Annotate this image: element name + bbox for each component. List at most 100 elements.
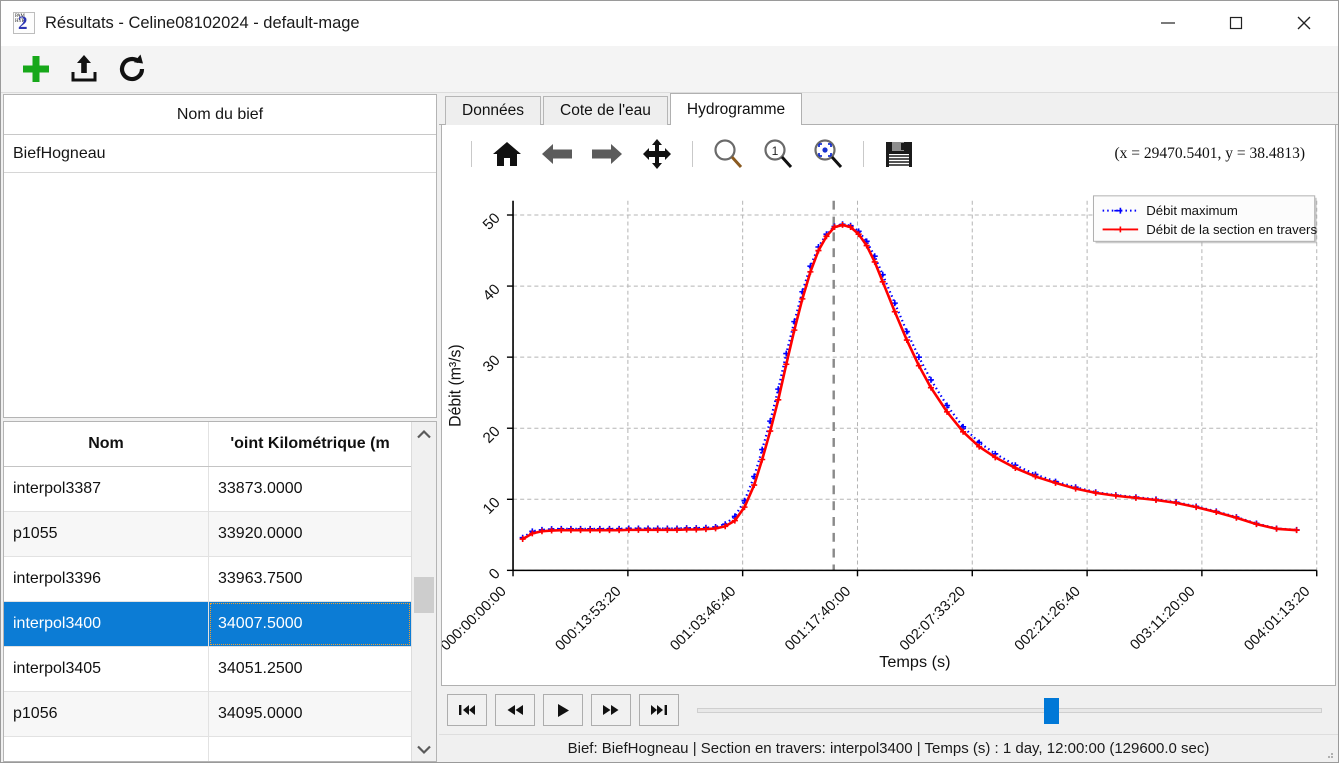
scroll-up-icon[interactable] [412, 422, 436, 447]
arrow-right-icon [592, 144, 622, 164]
tab-cote-de-leau[interactable]: Cote de l'eau [543, 96, 668, 125]
svg-text:10: 10 [480, 494, 504, 518]
time-slider[interactable] [697, 694, 1322, 726]
scrollbar-track[interactable] [412, 447, 436, 736]
svg-text:000:00:00:00: 000:00:00:00 [442, 584, 510, 654]
plot-card: 1 [441, 125, 1336, 686]
svg-text:Temps (s): Temps (s) [879, 653, 950, 671]
bief-table-row[interactable]: BiefHogneau [4, 135, 436, 173]
svg-text:40: 40 [480, 281, 504, 305]
section-table-header-row: Nom 'oint Kilométrique (m [4, 422, 411, 467]
cell-pk: 34007.5000 [209, 602, 411, 646]
forward-button[interactable] [585, 132, 629, 176]
status-text: Bief: BiefHogneau | Section en travers: … [567, 740, 1210, 757]
cell-pk: 33920.0000 [218, 525, 303, 542]
close-button[interactable] [1270, 1, 1338, 46]
svg-text:Débit maximum: Débit maximum [1146, 203, 1238, 218]
status-bar: Bief: BiefHogneau | Section en travers: … [439, 734, 1338, 762]
plot-canvas[interactable]: 0 10 20 30 40 50 000:00:00:00 000:13:53:20 001:0… [442, 183, 1335, 685]
upload-icon [71, 55, 97, 82]
cell-nom: interpol3400 [4, 602, 209, 646]
right-pane: Données Cote de l'eau Hydrogramme [439, 93, 1338, 762]
tab-donnees[interactable]: Données [445, 96, 542, 125]
move-icon [643, 139, 671, 169]
maximize-button[interactable] [1202, 1, 1270, 46]
play-button[interactable] [543, 694, 583, 726]
bief-table-header: Nom du bief [4, 95, 436, 135]
section-table-wrapper: Nom 'oint Kilométrique (m interpol3387 3… [3, 421, 437, 762]
svg-text:000:13:53:20: 000:13:53:20 [552, 584, 624, 654]
cell-nom: interpol3396 [4, 557, 209, 601]
cell-nom: interpol3387 [4, 467, 209, 511]
home-button[interactable] [485, 132, 529, 176]
cell-nom: p1055 [4, 512, 209, 556]
matplotlib-toolbar: 1 [442, 125, 1335, 183]
step-forward-button[interactable] [591, 694, 631, 726]
cell-pk [209, 737, 411, 761]
zoom-fit-button[interactable] [806, 132, 850, 176]
bief-table[interactable]: Nom du bief BiefHogneau [3, 94, 437, 418]
table-row[interactable]: p1056 34095.0000 [4, 692, 411, 737]
cell-pk: 33873.0000 [218, 480, 303, 497]
svg-text:Débit (m³/s): Débit (m³/s) [446, 344, 464, 427]
skip-start-icon [459, 705, 475, 715]
slider-handle[interactable] [1043, 698, 1059, 724]
slider-groove [697, 708, 1322, 713]
svg-text:002:21:26:40: 002:21:26:40 [1012, 584, 1084, 654]
add-button[interactable] [13, 47, 59, 91]
column-header-nom[interactable]: Nom [4, 422, 209, 466]
tab-hydrogramme[interactable]: Hydrogramme [669, 93, 803, 125]
export-button[interactable] [61, 47, 107, 91]
toolbar-separator [863, 141, 864, 167]
home-icon [493, 142, 521, 166]
cell-nom: interpol3405 [4, 647, 209, 691]
cell-pk: 33963.7500 [218, 570, 303, 587]
cell-pk: 34095.0000 [218, 705, 303, 722]
main-body: Nom du bief BiefHogneau Nom 'oint Kilomé… [1, 93, 1338, 762]
left-pane: Nom du bief BiefHogneau Nom 'oint Kilomé… [1, 93, 439, 762]
title-bar: PAM HYR 2 Résultats - Celine08102024 - de… [1, 1, 1338, 46]
pan-button[interactable] [635, 132, 679, 176]
scroll-down-icon[interactable] [412, 736, 436, 761]
svg-text:Débit de la section en travers: Débit de la section en travers [1146, 222, 1317, 237]
table-row[interactable]: interpol3387 33873.0000 [4, 467, 411, 512]
zoom-one-button[interactable]: 1 [756, 132, 800, 176]
svg-text:001:17:40:00: 001:17:40:00 [782, 584, 854, 654]
magnifier-icon [714, 139, 743, 169]
section-table-scrollbar[interactable] [411, 422, 436, 761]
reload-button[interactable] [109, 47, 155, 91]
skip-start-button[interactable] [447, 694, 487, 726]
minimize-button[interactable] [1134, 1, 1202, 46]
scrollbar-thumb[interactable] [414, 577, 434, 613]
svg-text:001:03:46:40: 001:03:46:40 [667, 584, 739, 654]
cell-pk: 34051.2500 [218, 660, 303, 677]
hydrograph-svg: 0 10 20 30 40 50 000:00:00:00 000:13:53:20 001:0… [442, 195, 1318, 671]
section-table[interactable]: Nom 'oint Kilométrique (m interpol3387 3… [4, 422, 411, 761]
magnifier-one-icon: 1 [764, 139, 793, 169]
arrow-left-icon [542, 144, 572, 164]
window-controls [1134, 1, 1338, 46]
cell-nom: p1056 [4, 692, 209, 736]
skip-end-button[interactable] [639, 694, 679, 726]
resize-grip-icon [1328, 753, 1333, 758]
zoom-button[interactable] [706, 132, 750, 176]
column-header-pk[interactable]: 'oint Kilométrique (m [230, 435, 390, 452]
table-row[interactable] [4, 737, 411, 761]
table-row-selected[interactable]: interpol3400 34007.5000 [4, 602, 411, 647]
rewind-icon [507, 705, 523, 715]
fast-forward-icon [603, 705, 619, 715]
save-button[interactable] [877, 132, 921, 176]
table-row[interactable]: interpol3396 33963.7500 [4, 557, 411, 602]
step-back-button[interactable] [495, 694, 535, 726]
svg-text:20: 20 [480, 423, 504, 447]
svg-text:002:07:33:20: 002:07:33:20 [897, 584, 969, 654]
table-row[interactable]: interpol3405 34051.2500 [4, 647, 411, 692]
play-icon [558, 703, 569, 717]
app-toolbar [1, 46, 1338, 93]
back-button[interactable] [535, 132, 579, 176]
table-row[interactable]: p1055 33920.0000 [4, 512, 411, 557]
plus-icon [23, 56, 49, 82]
svg-text:1: 1 [772, 144, 779, 158]
svg-text:004:01:13:20: 004:01:13:20 [1241, 584, 1313, 654]
